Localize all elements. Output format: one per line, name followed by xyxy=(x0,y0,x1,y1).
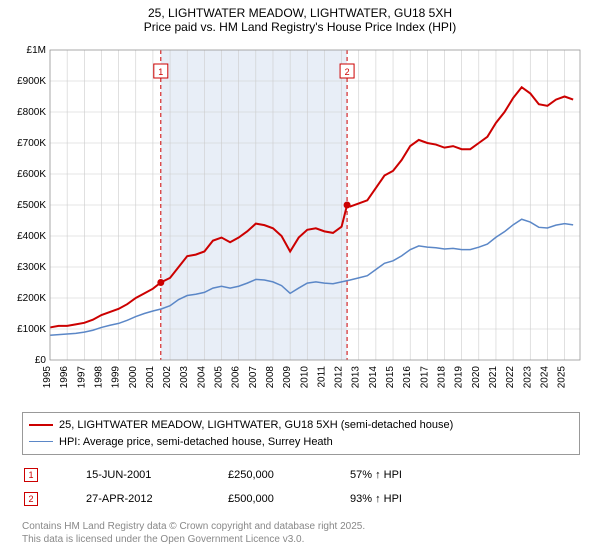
marker-badge-1: 1 xyxy=(24,468,38,482)
svg-text:2020: 2020 xyxy=(471,366,482,389)
footer-line-2: This data is licensed under the Open Gov… xyxy=(22,533,365,546)
svg-text:1996: 1996 xyxy=(59,366,70,389)
svg-text:2015: 2015 xyxy=(385,366,396,389)
svg-text:£200K: £200K xyxy=(17,293,46,304)
svg-text:2011: 2011 xyxy=(316,366,327,388)
svg-text:2009: 2009 xyxy=(282,366,293,389)
marker-pct-2: 93% ↑ HPI xyxy=(350,488,578,510)
marker-row-2: 2 27-APR-2012 £500,000 93% ↑ HPI xyxy=(24,488,578,510)
svg-text:2000: 2000 xyxy=(128,366,139,389)
svg-text:2012: 2012 xyxy=(334,366,345,389)
svg-text:£700K: £700K xyxy=(17,138,46,149)
svg-text:2022: 2022 xyxy=(505,366,516,389)
svg-text:2016: 2016 xyxy=(402,366,413,389)
svg-text:2004: 2004 xyxy=(196,366,207,389)
svg-text:£1M: £1M xyxy=(27,45,46,56)
svg-text:1995: 1995 xyxy=(42,366,53,389)
marker-table: 1 15-JUN-2001 £250,000 57% ↑ HPI 2 27-AP… xyxy=(22,462,580,512)
svg-text:2023: 2023 xyxy=(522,366,533,389)
svg-text:£400K: £400K xyxy=(17,231,46,242)
svg-text:2014: 2014 xyxy=(368,366,379,389)
svg-text:2024: 2024 xyxy=(539,366,550,389)
svg-text:2018: 2018 xyxy=(436,366,447,389)
svg-text:£500K: £500K xyxy=(17,200,46,211)
svg-text:2006: 2006 xyxy=(231,366,242,389)
svg-text:2008: 2008 xyxy=(265,366,276,389)
footer-line-1: Contains HM Land Registry data © Crown c… xyxy=(22,520,365,533)
svg-text:£900K: £900K xyxy=(17,76,46,87)
svg-text:2002: 2002 xyxy=(162,366,173,389)
svg-text:2019: 2019 xyxy=(454,366,465,389)
footer: Contains HM Land Registry data © Crown c… xyxy=(22,520,365,546)
svg-text:£300K: £300K xyxy=(17,262,46,273)
svg-text:£600K: £600K xyxy=(17,169,46,180)
title-line-2: Price paid vs. HM Land Registry's House … xyxy=(0,20,600,34)
marker-date-2: 27-APR-2012 xyxy=(86,488,226,510)
svg-text:2003: 2003 xyxy=(179,366,190,389)
svg-text:2010: 2010 xyxy=(299,366,310,389)
svg-text:2021: 2021 xyxy=(488,366,499,389)
svg-text:£100K: £100K xyxy=(17,324,46,335)
marker-price-2: £500,000 xyxy=(228,488,348,510)
svg-text:2013: 2013 xyxy=(351,366,362,389)
svg-text:2: 2 xyxy=(345,67,350,77)
title-line-1: 25, LIGHTWATER MEADOW, LIGHTWATER, GU18 … xyxy=(0,6,600,20)
legend: 25, LIGHTWATER MEADOW, LIGHTWATER, GU18 … xyxy=(22,412,580,455)
marker-price-1: £250,000 xyxy=(228,464,348,486)
legend-label-price-paid: 25, LIGHTWATER MEADOW, LIGHTWATER, GU18 … xyxy=(59,417,453,434)
svg-text:2005: 2005 xyxy=(214,366,225,389)
svg-text:1999: 1999 xyxy=(111,366,122,389)
svg-text:2001: 2001 xyxy=(145,366,156,389)
svg-text:2007: 2007 xyxy=(248,366,259,389)
legend-swatch-price-paid xyxy=(29,424,53,426)
marker-row-1: 1 15-JUN-2001 £250,000 57% ↑ HPI xyxy=(24,464,578,486)
marker-badge-2: 2 xyxy=(24,492,38,506)
svg-text:£0: £0 xyxy=(35,355,47,366)
svg-text:2025: 2025 xyxy=(557,366,568,389)
legend-row-1: 25, LIGHTWATER MEADOW, LIGHTWATER, GU18 … xyxy=(29,417,573,434)
svg-text:2017: 2017 xyxy=(419,366,430,389)
chart-svg: 1 2 £0 £100K £200K £300K £400K £500K £600K £700K £… xyxy=(8,44,588,404)
legend-label-hpi: HPI: Average price, semi-detached house,… xyxy=(59,434,333,451)
marker-pct-1: 57% ↑ HPI xyxy=(350,464,578,486)
svg-text:1998: 1998 xyxy=(93,366,104,389)
chart-titles: 25, LIGHTWATER MEADOW, LIGHTWATER, GU18 … xyxy=(0,0,600,34)
legend-swatch-hpi xyxy=(29,441,53,442)
marker-date-1: 15-JUN-2001 xyxy=(86,464,226,486)
legend-row-2: HPI: Average price, semi-detached house,… xyxy=(29,434,573,451)
svg-text:£800K: £800K xyxy=(17,107,46,118)
svg-text:1997: 1997 xyxy=(76,366,87,389)
svg-text:1: 1 xyxy=(158,67,163,77)
chart-area: 1 2 £0 £100K £200K £300K £400K £500K £600K £700K £… xyxy=(8,44,588,404)
